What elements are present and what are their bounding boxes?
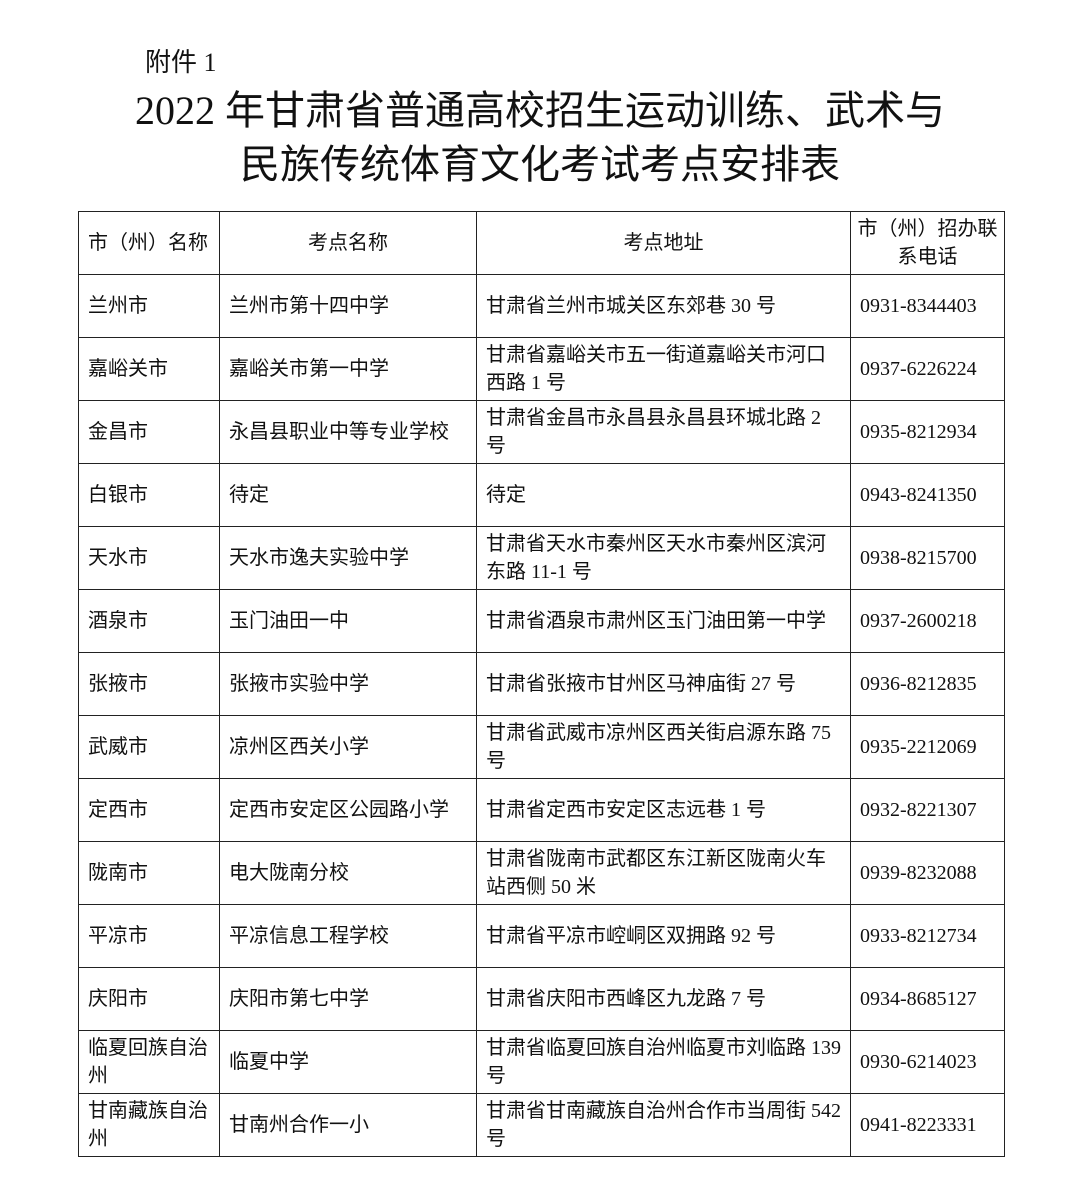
cell-city: 武威市 xyxy=(78,715,220,779)
cell-site-address: 甘肃省酒泉市肃州区玉门油田第一中学 xyxy=(476,589,851,653)
table-row: 陇南市 电大陇南分校 甘肃省陇南市武都区东江新区陇南火车站西侧 50 米 0939-8… xyxy=(78,841,1005,905)
document-title: 2022 年甘肃省普通高校招生运动训练、武术与 民族传统体育文化考试考点安排表 xyxy=(0,84,1080,192)
table-header-row: 市（州）名称 考点名称 考点地址 市（州）招办联系电话 xyxy=(78,211,1005,275)
cell-site-name: 凉州区西关小学 xyxy=(219,715,477,779)
table-row: 酒泉市 玉门油田一中 甘肃省酒泉市肃州区玉门油田第一中学 0937-2600218 xyxy=(78,589,1005,653)
cell-site-address: 甘肃省武威市凉州区西关街启源东路 75 号 xyxy=(476,715,851,779)
cell-phone: 0931-8344403 xyxy=(850,274,1005,338)
header-site-address: 考点地址 xyxy=(476,211,851,275)
cell-site-address: 甘肃省兰州市城关区东郊巷 30 号 xyxy=(476,274,851,338)
cell-site-name: 电大陇南分校 xyxy=(219,841,477,905)
cell-site-name: 天水市逸夫实验中学 xyxy=(219,526,477,590)
cell-phone: 0935-2212069 xyxy=(850,715,1005,779)
table-row: 庆阳市 庆阳市第七中学 甘肃省庆阳市西峰区九龙路 7 号 0934-8685127 xyxy=(78,967,1005,1031)
cell-site-name: 玉门油田一中 xyxy=(219,589,477,653)
table-row: 甘南藏族自治州 甘南州合作一小 甘肃省甘南藏族自治州合作市当周街 542 号 0941… xyxy=(78,1093,1005,1157)
cell-phone: 0943-8241350 xyxy=(850,463,1005,527)
table-row: 定西市 定西市安定区公园路小学 甘肃省定西市安定区志远巷 1 号 0932-82213… xyxy=(78,778,1005,842)
cell-site-address: 甘肃省临夏回族自治州临夏市刘临路 139 号 xyxy=(476,1030,851,1094)
cell-site-address: 甘肃省天水市秦州区天水市秦州区滨河东路 11-1 号 xyxy=(476,526,851,590)
cell-phone: 0939-8232088 xyxy=(850,841,1005,905)
cell-city: 甘南藏族自治州 xyxy=(78,1093,220,1157)
cell-phone: 0934-8685127 xyxy=(850,967,1005,1031)
cell-site-name: 庆阳市第七中学 xyxy=(219,967,477,1031)
cell-site-name: 张掖市实验中学 xyxy=(219,652,477,716)
title-line-2: 民族传统体育文化考试考点安排表 xyxy=(240,142,840,187)
cell-city: 天水市 xyxy=(78,526,220,590)
cell-site-name: 兰州市第十四中学 xyxy=(219,274,477,338)
table-row: 武威市 凉州区西关小学 甘肃省武威市凉州区西关街启源东路 75 号 0935-2212… xyxy=(78,715,1005,779)
cell-site-address: 甘肃省定西市安定区志远巷 1 号 xyxy=(476,778,851,842)
cell-city: 酒泉市 xyxy=(78,589,220,653)
table-row: 白银市 待定 待定 0943-8241350 xyxy=(78,463,1005,527)
cell-site-address: 甘肃省平凉市崆峒区双拥路 92 号 xyxy=(476,904,851,968)
cell-city: 临夏回族自治州 xyxy=(78,1030,220,1094)
cell-site-address: 甘肃省嘉峪关市五一街道嘉峪关市河口西路 1 号 xyxy=(476,337,851,401)
cell-phone: 0941-8223331 xyxy=(850,1093,1005,1157)
table-row: 金昌市 永昌县职业中等专业学校 甘肃省金昌市永昌县永昌县环城北路 2 号 0935-8… xyxy=(78,400,1005,464)
cell-city: 平凉市 xyxy=(78,904,220,968)
cell-site-name: 待定 xyxy=(219,463,477,527)
attachment-label: 附件 1 xyxy=(145,48,217,77)
cell-phone: 0933-8212734 xyxy=(850,904,1005,968)
cell-site-address: 甘肃省张掖市甘州区马神庙街 27 号 xyxy=(476,652,851,716)
cell-city: 金昌市 xyxy=(78,400,220,464)
cell-city: 定西市 xyxy=(78,778,220,842)
title-line-1: 2022 年甘肃省普通高校招生运动训练、武术与 xyxy=(135,88,945,133)
header-city: 市（州）名称 xyxy=(78,211,220,275)
cell-phone: 0935-8212934 xyxy=(850,400,1005,464)
table-row: 临夏回族自治州 临夏中学 甘肃省临夏回族自治州临夏市刘临路 139 号 0930-62… xyxy=(78,1030,1005,1094)
cell-phone: 0937-2600218 xyxy=(850,589,1005,653)
cell-phone: 0937-6226224 xyxy=(850,337,1005,401)
cell-city: 张掖市 xyxy=(78,652,220,716)
header-site-name: 考点名称 xyxy=(219,211,477,275)
cell-phone: 0938-8215700 xyxy=(850,526,1005,590)
cell-city: 白银市 xyxy=(78,463,220,527)
table-row: 天水市 天水市逸夫实验中学 甘肃省天水市秦州区天水市秦州区滨河东路 11-1 号 09… xyxy=(78,526,1005,590)
exam-site-table: 市（州）名称 考点名称 考点地址 市（州）招办联系电话 兰州市 兰州市第十四中学甘… xyxy=(78,211,1005,1157)
cell-city: 兰州市 xyxy=(78,274,220,338)
cell-site-address: 甘肃省甘南藏族自治州合作市当周街 542 号 xyxy=(476,1093,851,1157)
cell-city: 陇南市 xyxy=(78,841,220,905)
cell-site-name: 甘南州合作一小 xyxy=(219,1093,477,1157)
cell-phone: 0936-8212835 xyxy=(850,652,1005,716)
cell-phone: 0932-8221307 xyxy=(850,778,1005,842)
table-row: 张掖市 张掖市实验中学 甘肃省张掖市甘州区马神庙街 27 号 0936-8212835 xyxy=(78,652,1005,716)
cell-phone: 0930-6214023 xyxy=(850,1030,1005,1094)
cell-site-name: 定西市安定区公园路小学 xyxy=(219,778,477,842)
cell-site-name: 永昌县职业中等专业学校 xyxy=(219,400,477,464)
cell-city: 庆阳市 xyxy=(78,967,220,1031)
cell-site-address: 甘肃省陇南市武都区东江新区陇南火车站西侧 50 米 xyxy=(476,841,851,905)
cell-site-address: 甘肃省庆阳市西峰区九龙路 7 号 xyxy=(476,967,851,1031)
cell-site-address: 甘肃省金昌市永昌县永昌县环城北路 2 号 xyxy=(476,400,851,464)
cell-site-name: 临夏中学 xyxy=(219,1030,477,1094)
cell-city: 嘉峪关市 xyxy=(78,337,220,401)
cell-site-name: 嘉峪关市第一中学 xyxy=(219,337,477,401)
cell-site-address: 待定 xyxy=(476,463,851,527)
table-row: 嘉峪关市 嘉峪关市第一中学 甘肃省嘉峪关市五一街道嘉峪关市河口西路 1 号 0937-… xyxy=(78,337,1005,401)
cell-site-name: 平凉信息工程学校 xyxy=(219,904,477,968)
table-row: 平凉市 平凉信息工程学校 甘肃省平凉市崆峒区双拥路 92 号 0933-8212734 xyxy=(78,904,1005,968)
header-phone: 市（州）招办联系电话 xyxy=(850,211,1005,275)
table-row: 兰州市 兰州市第十四中学 甘肃省兰州市城关区东郊巷 30 号 0931-8344403 xyxy=(78,274,1005,338)
